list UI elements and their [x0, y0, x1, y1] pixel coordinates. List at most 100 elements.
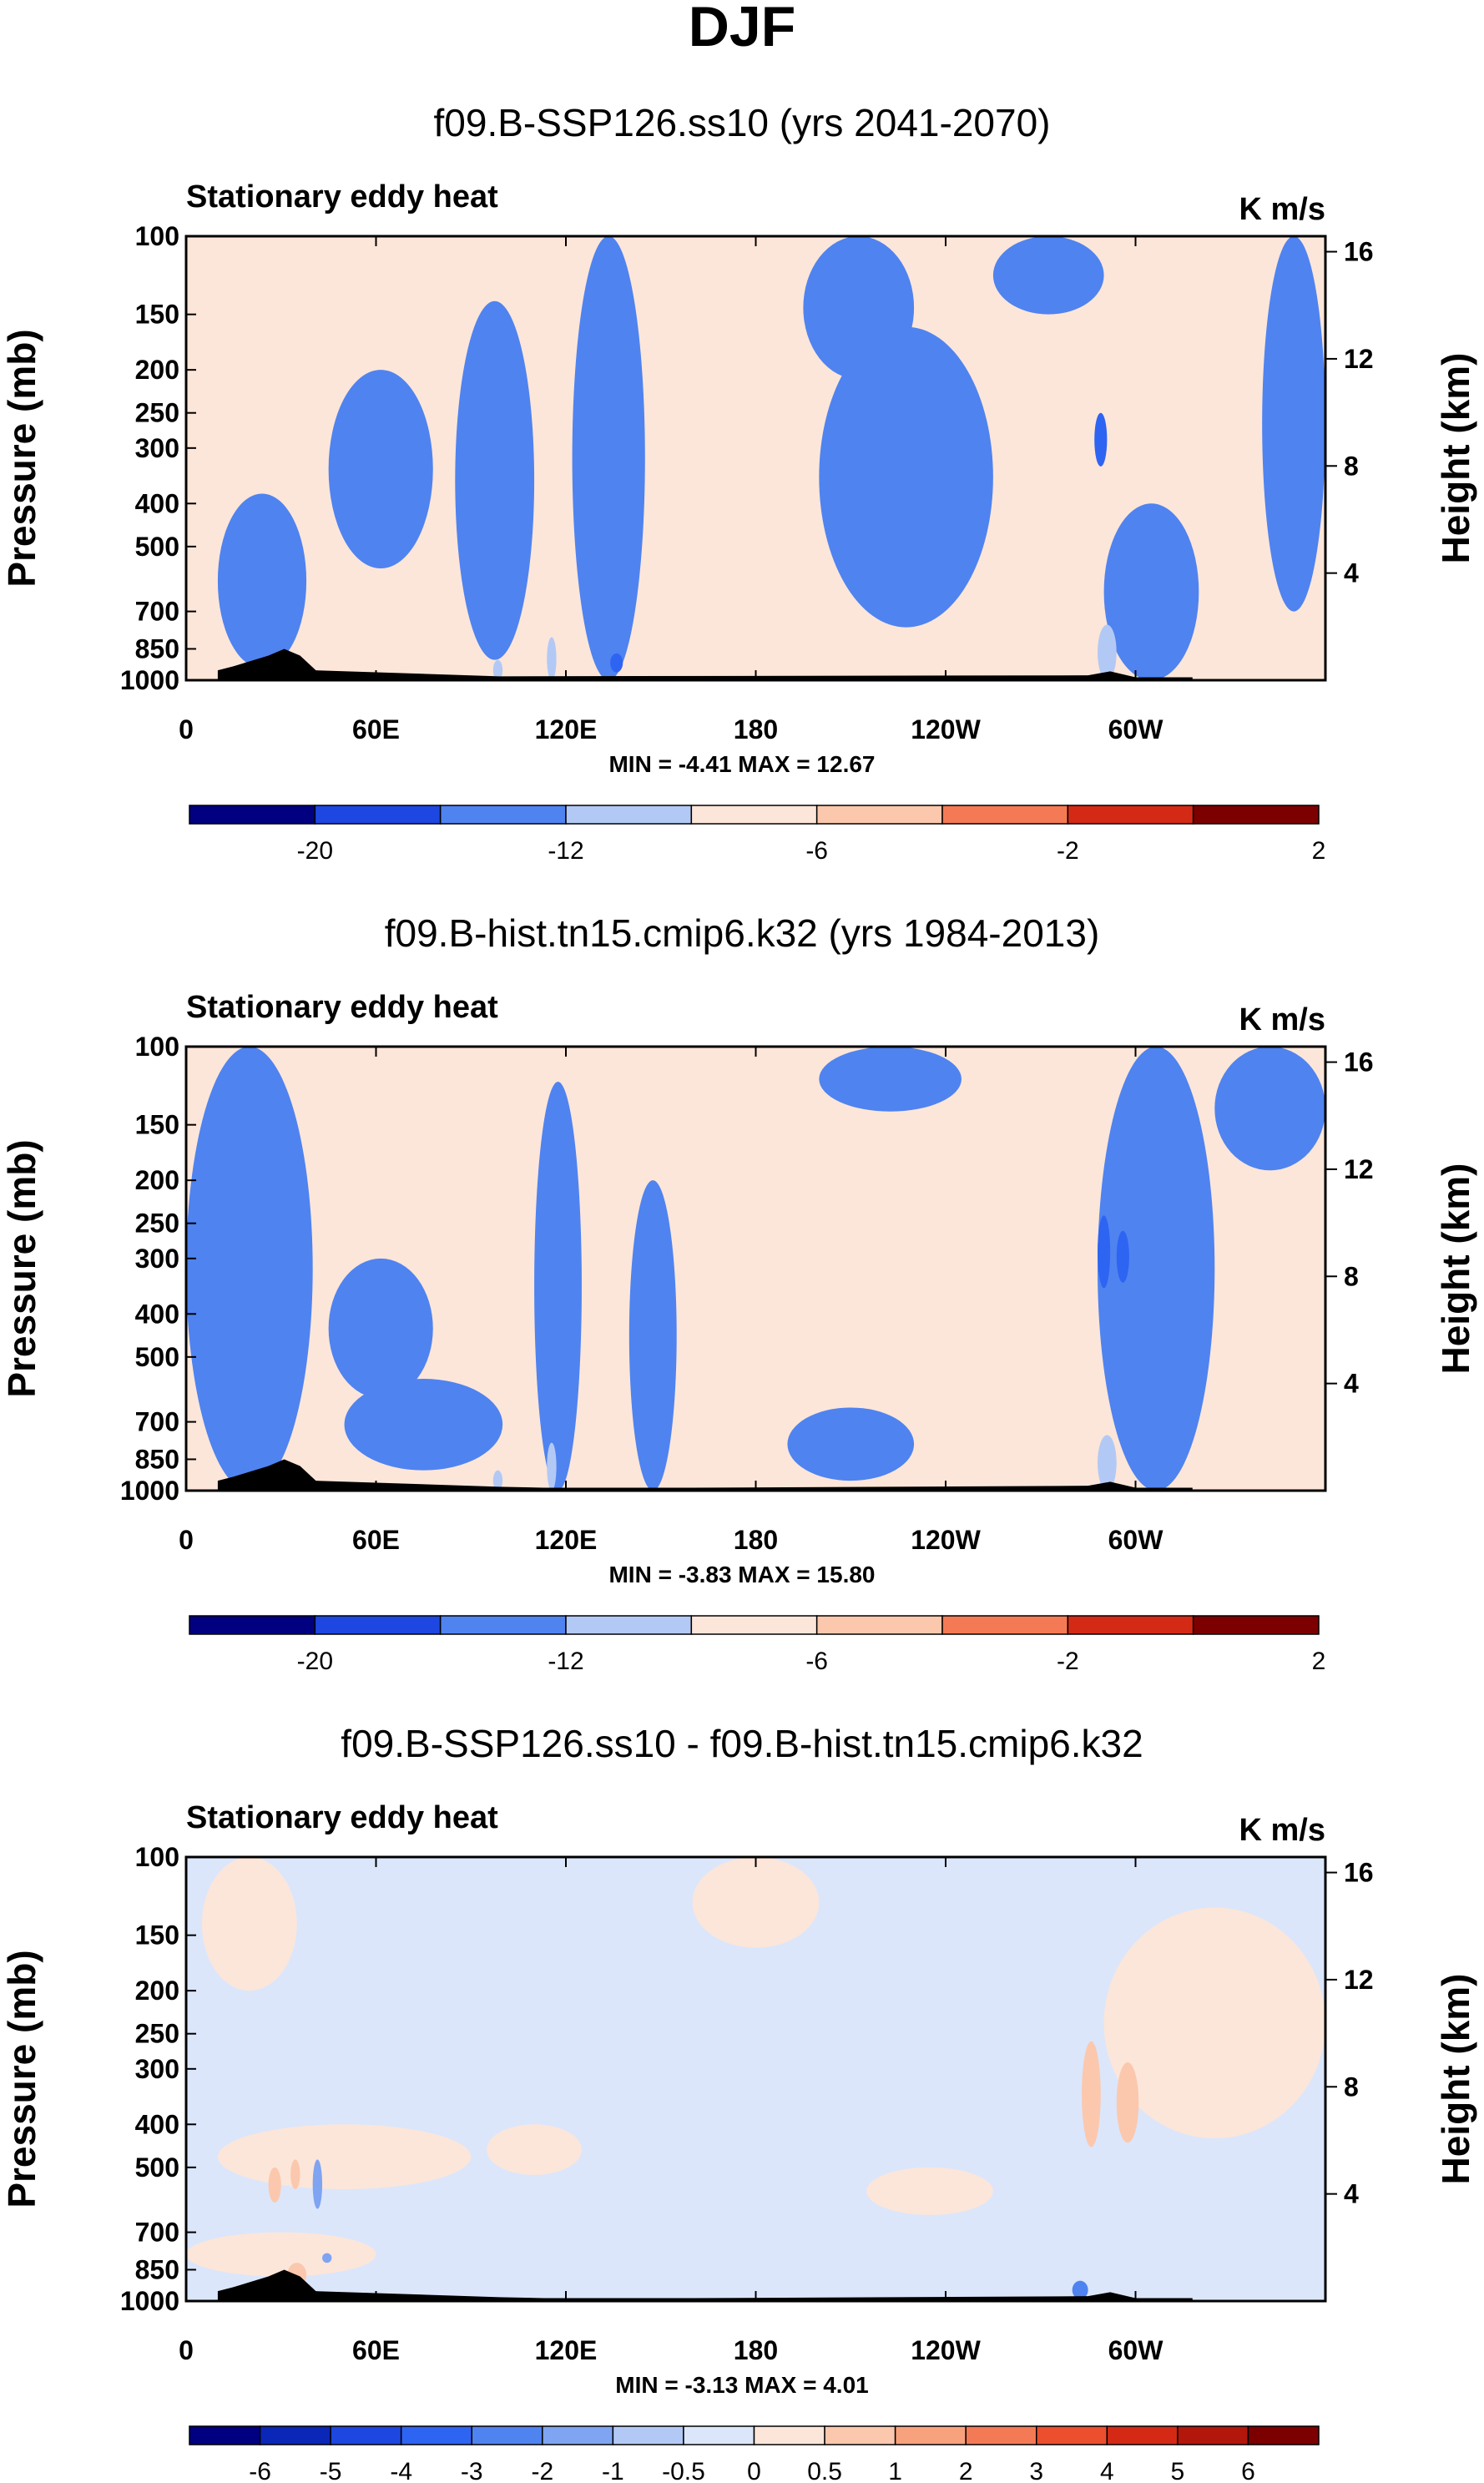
x-tick-label: 120W — [911, 2335, 981, 2365]
colorbar-box — [259, 2425, 331, 2445]
contour-field — [186, 236, 1325, 680]
y-tick-label: 500 — [135, 532, 179, 562]
colorbar-box — [189, 805, 316, 825]
y-tick-label: 200 — [135, 1976, 179, 2006]
contour-patch — [819, 1047, 962, 1112]
colorbar-box — [1192, 1615, 1320, 1635]
colorbar-box — [1192, 805, 1320, 825]
colorbar-box — [439, 1615, 567, 1635]
y-tick-label: 250 — [135, 2019, 179, 2049]
x-tick-label: 60E — [352, 714, 400, 744]
min-max-stats: MIN = -3.13 MAX = 4.01 — [615, 2372, 868, 2398]
y-tick-label: 850 — [135, 1444, 179, 1474]
y-axis-right-title: Height (km) — [1434, 1974, 1477, 2185]
contour-patch — [328, 1258, 433, 1399]
panel-units: K m/s — [1239, 192, 1325, 227]
contour-patch — [1103, 503, 1199, 680]
x-tick-label: 0 — [179, 1525, 194, 1555]
contour-patch — [803, 236, 915, 380]
colorbar-box — [941, 805, 1069, 825]
x-tick-label: 60W — [1108, 714, 1164, 744]
panel-left-label: Stationary eddy heat — [186, 179, 498, 214]
colorbar-label: -20 — [297, 837, 333, 865]
colorbar-box — [683, 2425, 755, 2445]
height-tick-label: 16 — [1344, 237, 1374, 267]
colorbar-box — [565, 1615, 693, 1635]
y-tick-label: 700 — [135, 597, 179, 627]
colorbar-label: -2 — [531, 2458, 553, 2483]
x-tick-label: 180 — [734, 714, 778, 744]
height-tick-label: 8 — [1344, 2072, 1359, 2102]
colorbar-label: 5 — [1171, 2458, 1185, 2483]
contour-patch — [322, 2253, 332, 2263]
y-tick-label: 700 — [135, 1407, 179, 1437]
min-max-stats: MIN = -4.41 MAX = 12.67 — [608, 751, 875, 777]
y-tick-label: 300 — [135, 1244, 179, 1274]
contour-patch — [534, 1082, 582, 1491]
panel-title: f09.B-SSP126.ss10 (yrs 2041-2070) — [434, 101, 1051, 144]
contour-patch — [692, 1857, 820, 1948]
y-axis-title: Pressure (mb) — [0, 329, 43, 587]
colorbar-box — [894, 2425, 967, 2445]
colorbar-box — [965, 2425, 1037, 2445]
colorbar-box — [1247, 2425, 1320, 2445]
colorbar-box — [565, 805, 693, 825]
colorbar-label: 4 — [1100, 2458, 1114, 2483]
colorbar-box — [471, 2425, 543, 2445]
chart-panel-1: f09.B-SSP126.ss10 (yrs 2041-2070) Station… — [0, 101, 1477, 865]
colorbar-label: -6 — [249, 2458, 271, 2483]
y-tick-label: 250 — [135, 398, 179, 428]
y-axis-right-title: Height (km) — [1434, 353, 1477, 564]
contour-patch — [1262, 236, 1325, 612]
x-tick-label: 180 — [734, 1525, 778, 1555]
y-tick-label: 1000 — [120, 665, 179, 695]
x-tick-label: 120E — [535, 1525, 598, 1555]
height-tick-label: 12 — [1344, 1965, 1374, 1995]
colorbar-box — [1067, 1615, 1194, 1635]
colorbar-label: 3 — [1029, 2458, 1043, 2483]
panel-title: f09.B-hist.tn15.cmip6.k32 (yrs 1984-2013… — [385, 911, 1100, 955]
y-tick-label: 250 — [135, 1209, 179, 1239]
contour-patch — [186, 1047, 313, 1491]
contour-patch — [201, 1857, 297, 1991]
colorbar-box — [815, 805, 943, 825]
height-tick-label: 12 — [1344, 1154, 1374, 1184]
colorbar-box — [330, 2425, 402, 2445]
height-tick-label: 8 — [1344, 451, 1359, 481]
contour-patch — [787, 1407, 915, 1481]
contour-patch — [268, 2167, 281, 2203]
y-axis-right-title: Height (km) — [1434, 1163, 1477, 1375]
y-axis-title: Pressure (mb) — [0, 1950, 43, 2208]
y-tick-label: 1000 — [120, 1476, 179, 1506]
x-tick-label: 180 — [734, 2335, 778, 2365]
panel-units: K m/s — [1239, 1813, 1325, 1848]
y-tick-label: 300 — [135, 433, 179, 463]
contour-patch — [1082, 2041, 1101, 2147]
contour-patch — [1098, 624, 1117, 680]
contour-patch — [610, 653, 623, 673]
colorbar-box — [189, 2425, 261, 2445]
contour-patch — [1116, 2062, 1139, 2143]
contour-patch — [1098, 1215, 1111, 1289]
contour-patch — [992, 236, 1104, 315]
height-tick-label: 4 — [1344, 558, 1359, 588]
y-tick-label: 150 — [135, 300, 179, 330]
height-tick-label: 8 — [1344, 1261, 1359, 1291]
colorbar-label: -3 — [461, 2458, 483, 2483]
panel-left-label: Stationary eddy heat — [186, 990, 498, 1025]
contour-field — [186, 1857, 1325, 2301]
y-tick-label: 850 — [135, 633, 179, 664]
contour-field — [186, 1047, 1325, 1491]
height-tick-label: 12 — [1344, 344, 1374, 374]
contour-patch — [312, 2159, 323, 2209]
y-tick-label: 100 — [135, 1032, 179, 1062]
y-tick-label: 150 — [135, 1110, 179, 1140]
colorbar-box — [1036, 2425, 1108, 2445]
colorbar-label: 6 — [1241, 2458, 1255, 2483]
y-tick-label: 500 — [135, 2152, 179, 2183]
contour-patch — [1214, 1047, 1325, 1171]
contour-patch — [1098, 1047, 1215, 1491]
contour-patch — [217, 493, 307, 669]
colorbar-box — [314, 1615, 442, 1635]
